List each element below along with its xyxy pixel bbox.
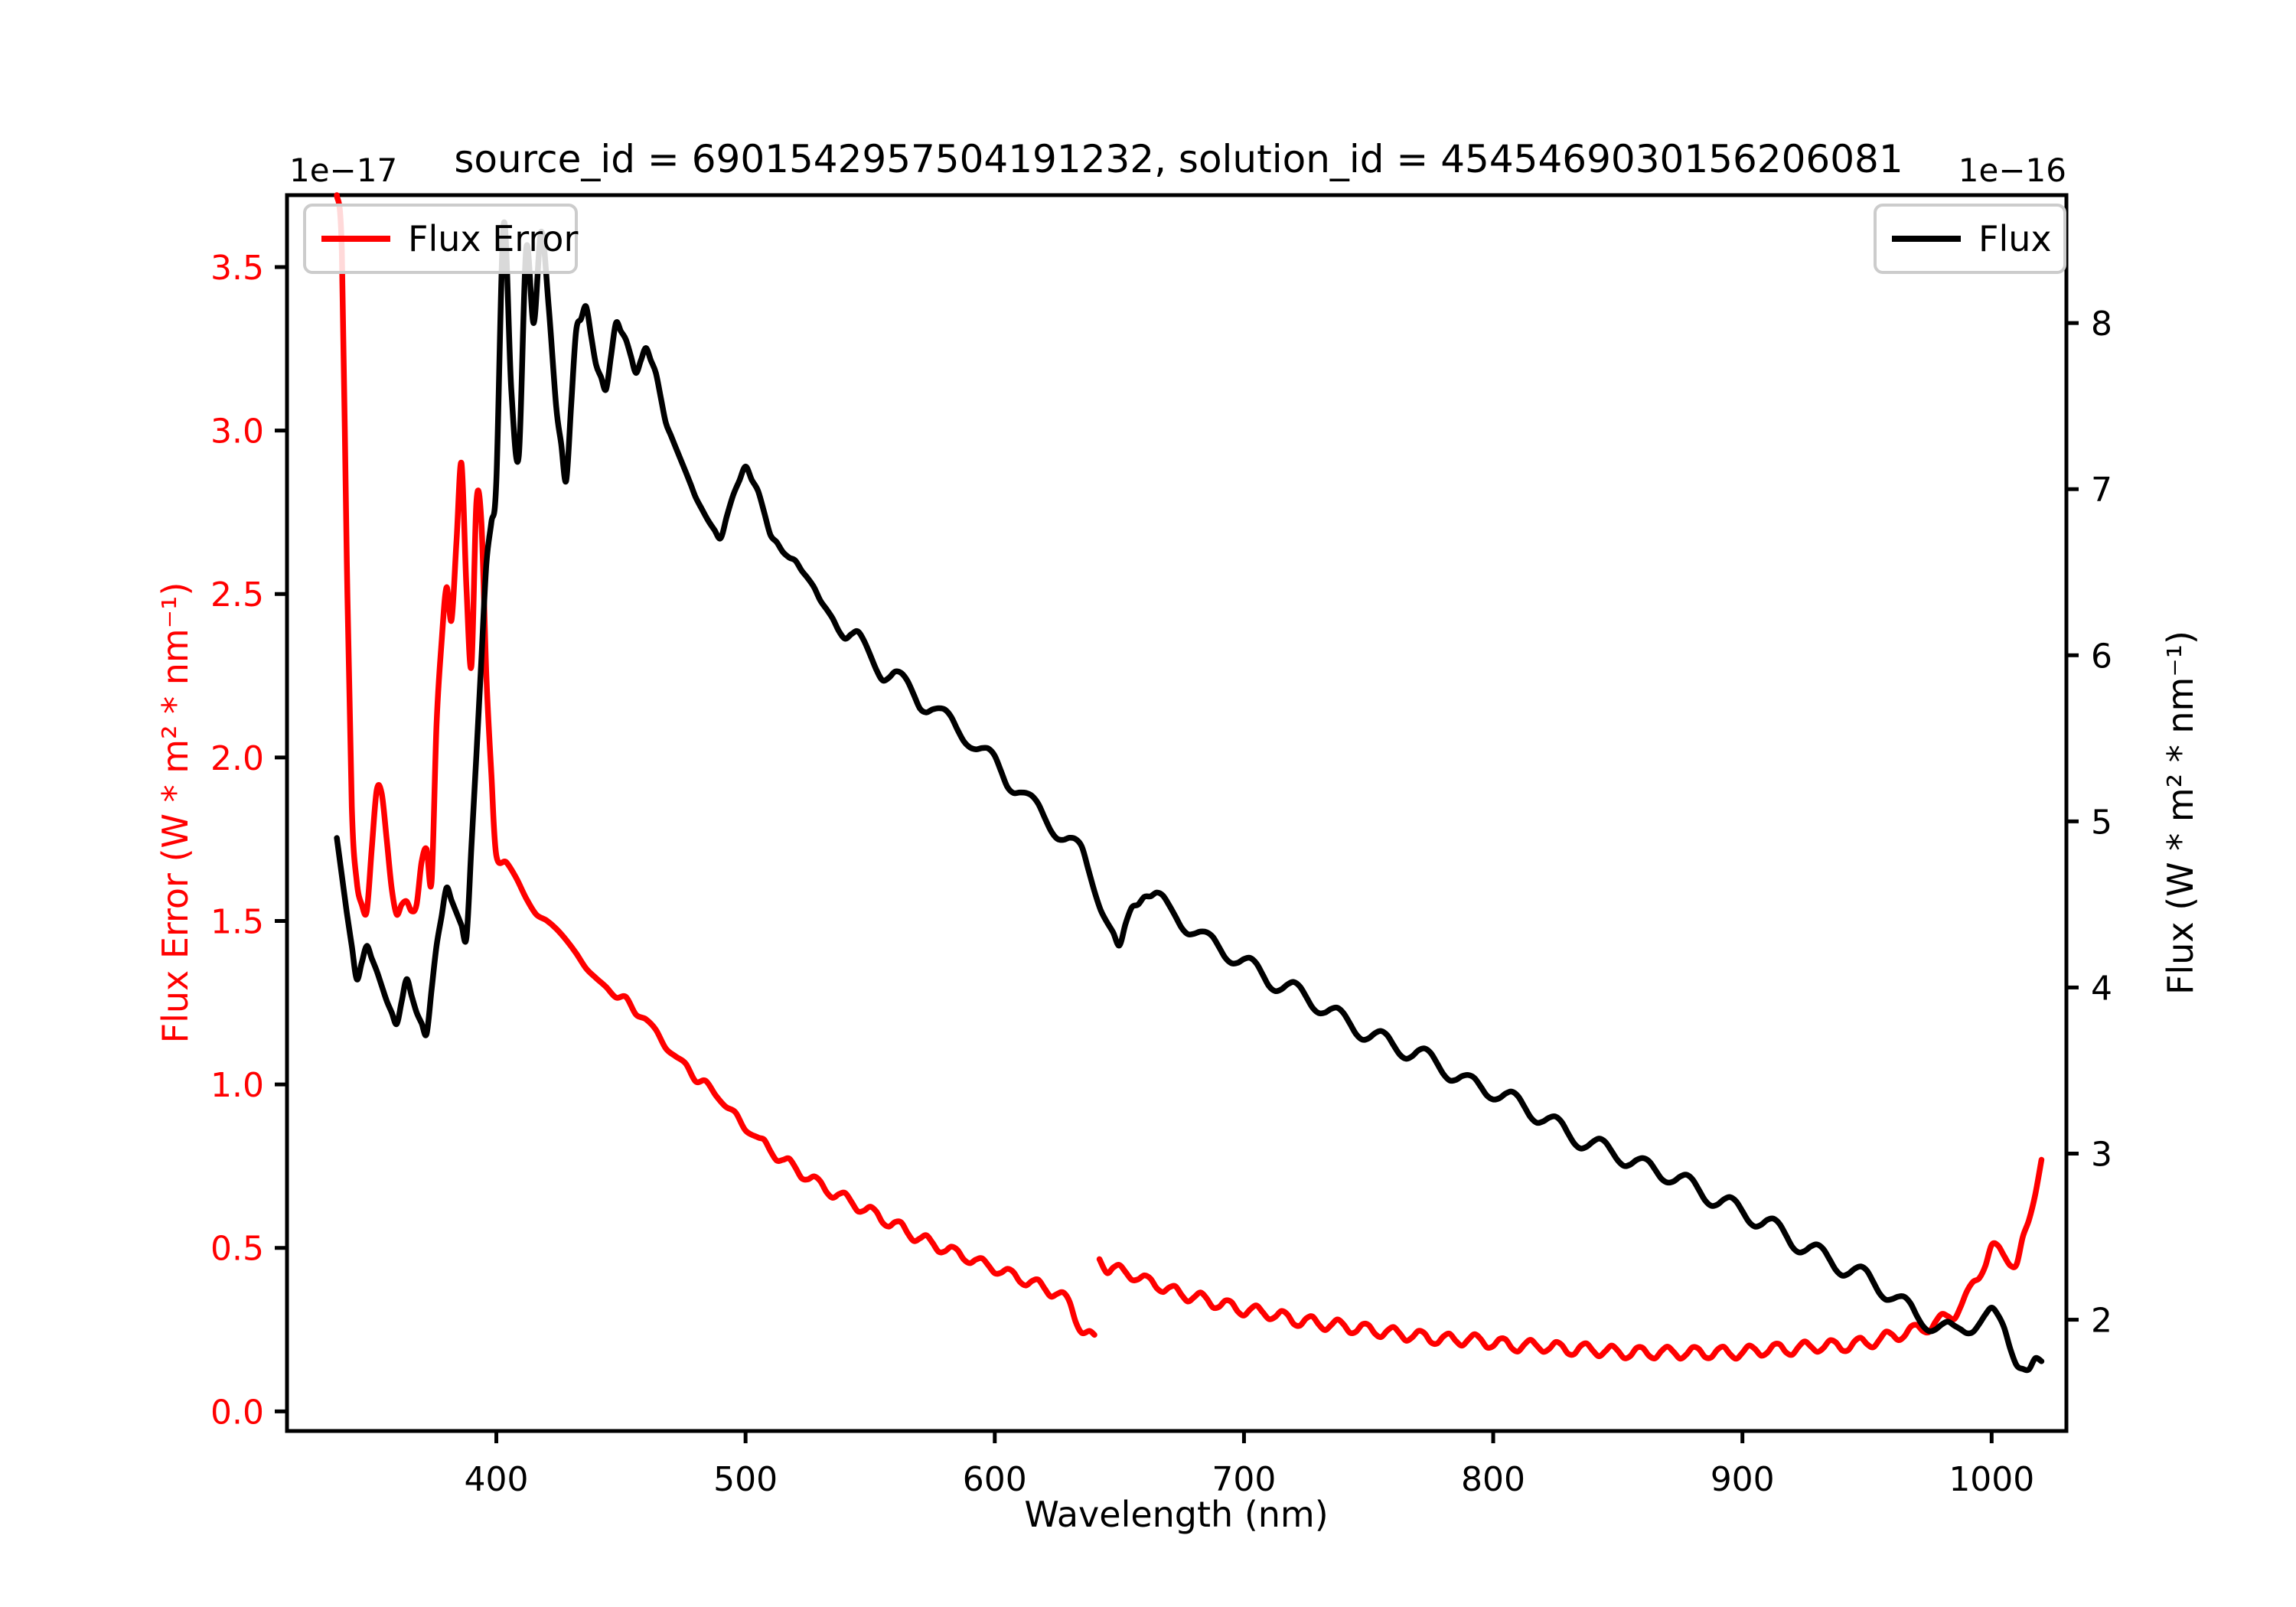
- right-y-tick-label-5: 7: [2091, 471, 2112, 510]
- x-tick-label-800: 800: [1461, 1460, 1525, 1499]
- left-y-axis-ticks: 0.0 0.5 1.0 1.5 2.0 2.5 3.0 3.5: [210, 249, 287, 1432]
- left-y-tick-label-1: 0.5: [210, 1230, 264, 1269]
- right-y-tick-label-2: 4: [2091, 969, 2112, 1008]
- right-y-axis-label: Flux (W * m² * nm⁻¹): [2160, 631, 2201, 995]
- left-y-tick-label-0: 0.0: [210, 1393, 264, 1432]
- x-tick-label-400: 400: [465, 1460, 529, 1499]
- data-series-group: [334, 192, 2045, 1374]
- legend-flux-error-label: Flux Error: [408, 218, 578, 259]
- left-y-axis-label: Flux Error (W * m² * nm⁻¹): [155, 582, 196, 1044]
- left-y-tick-label-3: 1.5: [210, 902, 264, 941]
- right-y-tick-label-6: 8: [2091, 305, 2112, 344]
- left-y-tick-label-2: 1.0: [210, 1066, 264, 1105]
- x-tick-label-500: 500: [713, 1460, 778, 1499]
- left-y-tick-label-5: 2.5: [210, 575, 264, 614]
- legend-flux[interactable]: Flux: [1874, 204, 2066, 274]
- legend-flux-error[interactable]: Flux Error: [303, 204, 578, 274]
- legend-flux-label: Flux: [1978, 218, 2052, 259]
- plot-area-frame: [285, 193, 2069, 1433]
- right-y-tick-label-1: 3: [2091, 1135, 2112, 1174]
- left-y-tick-label-4: 2.0: [210, 739, 264, 778]
- x-axis-label: Wavelength (nm): [1024, 1494, 1328, 1535]
- series-line-flux-error: [334, 192, 2045, 1362]
- series-line-flux: [334, 219, 2045, 1374]
- x-tick-label-900: 900: [1711, 1460, 1775, 1499]
- legend-flux-box: [1874, 204, 2066, 274]
- x-axis-ticks: 400 500 600 700 800 900 1000: [465, 1431, 2034, 1499]
- left-y-tick-label-7: 3.5: [210, 249, 264, 288]
- x-tick-label-1000: 1000: [1949, 1460, 2034, 1499]
- legend-flux-error-box: [303, 204, 578, 274]
- right-y-tick-label-0: 2: [2091, 1302, 2112, 1341]
- right-y-tick-label-3: 5: [2091, 803, 2112, 842]
- page-title: source_id = 6901542957504191232, solutio…: [454, 137, 1903, 181]
- left-axis-offset-text: 1e−17: [289, 152, 397, 189]
- right-y-tick-label-4: 6: [2091, 637, 2112, 676]
- x-tick-label-600: 600: [963, 1460, 1027, 1499]
- right-y-axis-ticks: 2 3 4 5 6 7 8: [2066, 305, 2112, 1341]
- left-y-tick-label-6: 3.0: [210, 412, 264, 451]
- x-tick-label-700: 700: [1212, 1460, 1276, 1499]
- right-axis-offset-text: 1e−16: [1958, 152, 2066, 189]
